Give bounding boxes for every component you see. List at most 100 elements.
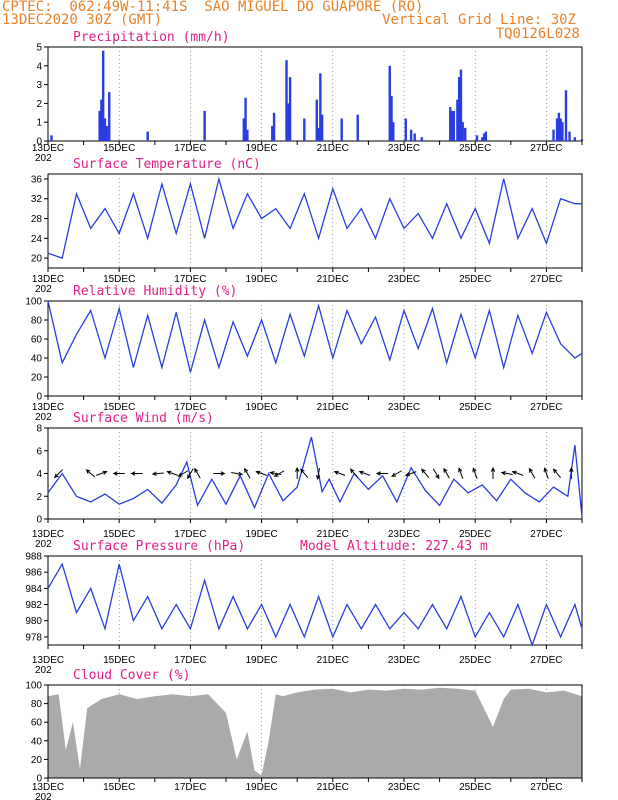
panel-4 — [44, 555, 583, 649]
y-tick-label: 8 — [36, 424, 42, 435]
panel-2 — [44, 300, 583, 400]
wind-arrow — [130, 471, 143, 476]
precip-bar — [108, 92, 111, 141]
wind-arrow-head — [472, 467, 477, 473]
header-line1: CPTEC: 062:49W-11:41S SAO MIGUEL DO GUAP… — [2, 0, 424, 15]
x-tick-label: 21DEC — [317, 529, 349, 540]
wind-arrow-head — [53, 473, 59, 479]
wind-arrow-head — [187, 474, 192, 480]
wind-arrow-head — [85, 469, 91, 474]
wind-arrow-head — [443, 467, 448, 473]
precip-bar — [404, 118, 407, 141]
x-tick-label: 17DEC — [174, 274, 206, 285]
precip-bar — [272, 112, 276, 141]
panel-frame — [47, 46, 583, 142]
precip-bar — [552, 129, 555, 141]
precip-bar — [146, 131, 149, 141]
precip-bar — [103, 118, 107, 141]
wind-arrow-shaft — [256, 471, 267, 476]
wind-arrow-shaft — [472, 468, 478, 479]
wind-arrow — [458, 467, 464, 479]
panel-frame — [47, 300, 583, 397]
wind-arrow-shaft — [334, 471, 346, 476]
precip-bar — [388, 65, 391, 141]
panel-3 — [44, 427, 583, 523]
x-tick-label: 13DEC — [32, 274, 64, 285]
y-tick-label: 978 — [25, 632, 42, 643]
panel-title: Surface Pressure (hPa) — [73, 539, 245, 554]
x-tick-sublabel: 202 — [35, 284, 52, 295]
y-tick-label: 980 — [25, 616, 42, 627]
x-tick-label: 27DEC — [530, 782, 562, 793]
panel-frame — [47, 427, 583, 520]
wind-arrow-shaft — [458, 468, 464, 479]
x-tick-label: 25DEC — [459, 143, 491, 154]
precip-bar — [457, 77, 461, 141]
precip-bar — [242, 118, 245, 141]
y-tick-label: 0 — [36, 515, 42, 526]
precip-bar — [356, 114, 359, 141]
series-line — [47, 300, 583, 373]
y-tick-label: 984 — [25, 584, 42, 595]
x-tick-sublabel: 202 — [35, 539, 52, 550]
y-tick-label: 40 — [31, 736, 43, 747]
wind-arrow-head — [543, 467, 548, 473]
wind-arrow — [96, 470, 108, 476]
wind-arrow — [552, 468, 561, 479]
wind-arrow-shaft — [512, 471, 524, 476]
wind-arrow-shaft — [194, 468, 201, 479]
wind-arrow-head — [166, 470, 172, 475]
wind-arrow-head — [500, 470, 506, 476]
wind-arrow — [295, 466, 300, 479]
x-tick-label: 25DEC — [459, 402, 491, 413]
x-tick-label: 19DEC — [245, 655, 277, 666]
wind-arrow — [421, 468, 430, 479]
precip-bar — [456, 99, 459, 141]
panel-title: Surface Wind (m/s) — [73, 411, 214, 426]
precip-bar — [271, 125, 274, 141]
wind-arrow-head — [112, 471, 118, 476]
precip-bar — [105, 125, 108, 141]
wind-arrow-shaft — [544, 468, 549, 479]
wind-arrow-head — [177, 472, 183, 477]
precip-bar — [568, 131, 571, 141]
precip-bar — [482, 133, 486, 141]
x-tick-sublabel: 202 — [35, 665, 52, 676]
x-tick-label: 21DEC — [317, 402, 349, 413]
x-tick-label: 23DEC — [388, 782, 420, 793]
y-tick-label: 80 — [31, 699, 43, 710]
x-tick-label: 13DEC — [32, 529, 64, 540]
y-tick-label: 6 — [36, 446, 42, 457]
wind-arrow — [358, 470, 371, 476]
wind-arrow-head — [511, 470, 517, 475]
x-tick-sublabel: 202 — [35, 792, 52, 800]
panel-frame — [47, 684, 583, 779]
panel-0 — [44, 46, 584, 145]
wind-arrow-head — [273, 472, 279, 477]
x-tick-label: 27DEC — [530, 655, 562, 666]
x-tick-label: 15DEC — [103, 402, 135, 413]
precip-bar — [288, 77, 292, 141]
header-line3-right: TQ0126L028 — [495, 26, 580, 42]
wind-arrow — [511, 470, 524, 476]
y-tick-label: 40 — [31, 354, 43, 365]
wind-arrow-head — [300, 468, 305, 474]
header-line2-left: 13DEC2020 30Z (GMT) — [2, 12, 163, 28]
wind-arrow-shaft — [528, 468, 536, 479]
x-tick-label: 25DEC — [459, 655, 491, 666]
x-tick-label: 23DEC — [388, 529, 420, 540]
precip-bar — [461, 122, 464, 141]
wind-arrow — [269, 470, 282, 476]
y-tick-label: 0 — [36, 774, 42, 785]
precip-bar — [557, 112, 561, 141]
precip-bar — [287, 103, 290, 141]
precip-bar — [413, 133, 416, 141]
wind-arrow-shaft — [443, 468, 450, 479]
precip-bar — [319, 73, 322, 141]
panel-1 — [44, 173, 583, 272]
x-tick-label: 23DEC — [388, 402, 420, 413]
wind-arrow-head — [528, 467, 533, 473]
y-tick-label: 982 — [25, 600, 42, 611]
wind-arrow-head — [435, 474, 440, 480]
y-tick-label: 4 — [36, 61, 42, 72]
